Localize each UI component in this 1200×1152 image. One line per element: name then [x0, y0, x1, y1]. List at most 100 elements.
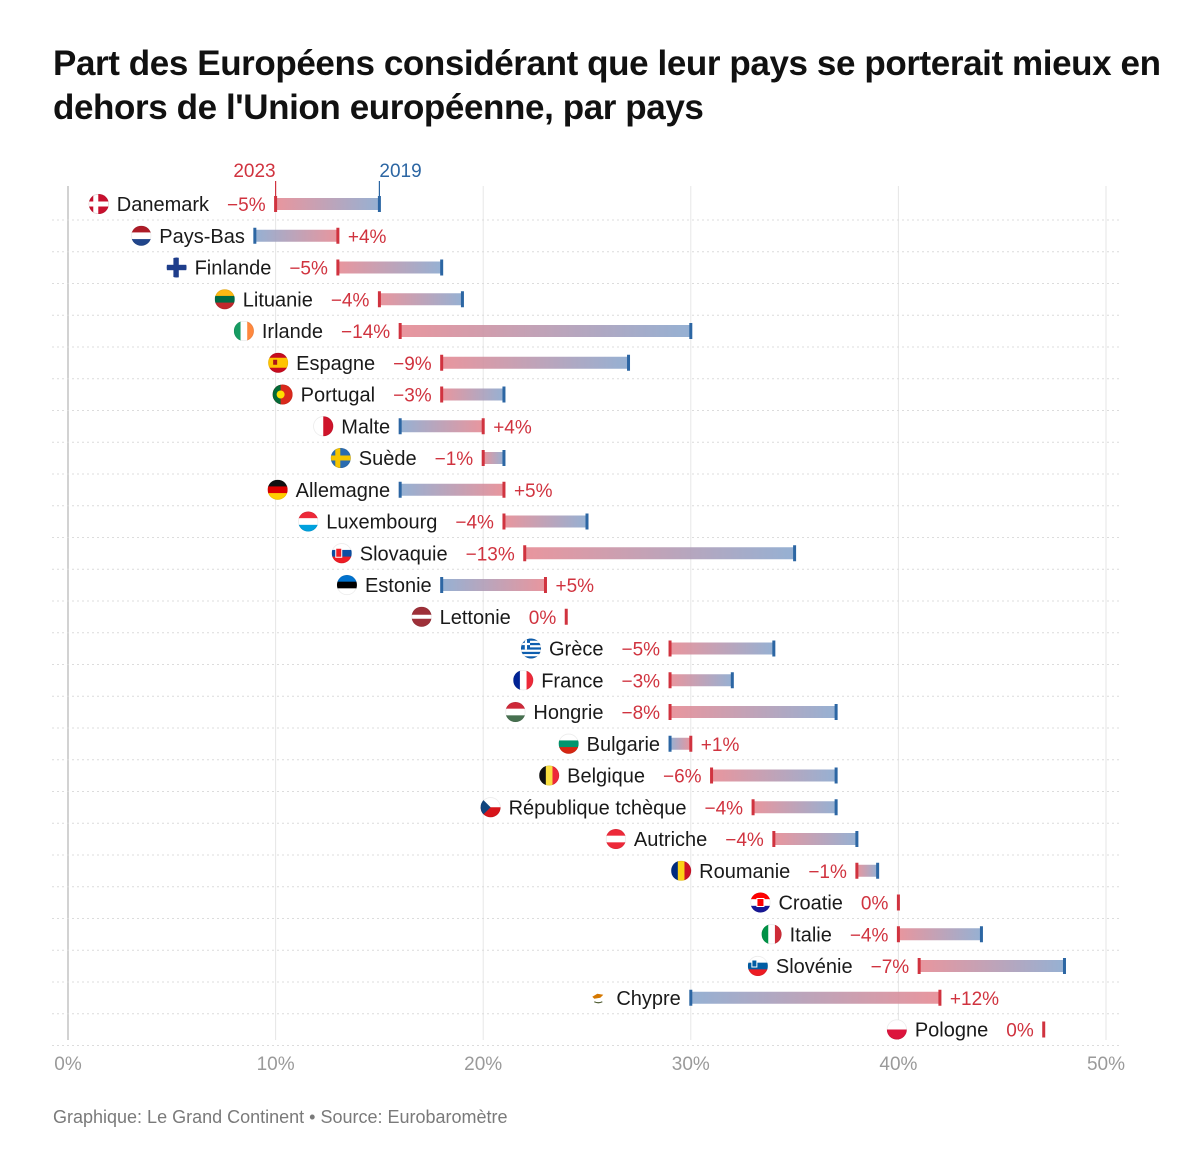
country-label: Grèce: [549, 639, 603, 661]
czech-flag-icon: [480, 797, 501, 818]
hungary-flag-icon: [505, 701, 526, 723]
range-bar: [441, 356, 629, 369]
change-label: 0%: [529, 608, 557, 629]
marker-2019: [876, 862, 880, 879]
change-label: −4%: [331, 290, 370, 311]
country-label: Pologne: [915, 1020, 988, 1042]
change-label: −3%: [621, 671, 660, 692]
marker-2019: [585, 513, 589, 530]
marker-2019: [377, 196, 381, 212]
change-label: −5%: [621, 640, 660, 661]
marker-2023: [502, 481, 506, 498]
country-label: Irlande: [262, 321, 323, 343]
marker-2023: [398, 323, 402, 339]
marker-2023: [668, 640, 672, 657]
x-tick-label: 0%: [54, 1054, 82, 1075]
marker-2019: [834, 767, 838, 784]
row-bulgarie: +1% Bulgarie: [558, 733, 739, 756]
x-tick-label: 20%: [464, 1054, 502, 1075]
change-label: −4%: [850, 925, 889, 946]
row-luxembourg: −4% Luxembourg: [298, 511, 589, 534]
marker-2023: [855, 862, 859, 879]
range-bar: [670, 706, 837, 718]
row-finlande: −5% Finlande: [166, 257, 444, 280]
germany-flag-icon: [267, 479, 288, 500]
row-chypre: +12% Chypre: [588, 987, 999, 1010]
change-label: −5%: [289, 259, 328, 280]
range-bar: [337, 261, 442, 274]
marker-2019: [979, 926, 983, 943]
marker-2023: [564, 608, 568, 625]
country-label: Danemark: [117, 194, 210, 216]
marker-2023: [502, 513, 506, 530]
marker-2023: [710, 767, 714, 784]
country-label: Malte: [341, 416, 390, 438]
marker-2019: [440, 259, 444, 276]
range-bar: [670, 642, 774, 655]
row-espagne: −9% Espagne: [268, 352, 631, 375]
marker-2019: [855, 831, 859, 847]
x-tick-label: 40%: [879, 1054, 917, 1075]
dumbbell-chart: −5% Danemark +4% Pays-Bas −5% Finlande −4% Litu…: [52, 161, 1125, 1075]
country-label: Roumanie: [699, 861, 790, 883]
marker-2019: [502, 450, 506, 466]
country-label: Chypre: [616, 988, 680, 1010]
change-label: −1%: [435, 449, 474, 470]
marker-2023: [274, 196, 278, 212]
marker-2023: [938, 989, 942, 1006]
marker-2019: [253, 227, 257, 244]
row-grèce: −5% Grèce: [520, 638, 776, 661]
country-label: Belgique: [567, 766, 645, 788]
series-headers: 2023 2019: [233, 161, 422, 196]
country-label: Estonie: [365, 575, 432, 597]
malta-flag-icon: [313, 416, 334, 437]
country-label: Espagne: [296, 353, 375, 375]
marker-2023: [440, 386, 444, 403]
chart-rows: −5% Danemark +4% Pays-Bas −5% Finlande −4% Litu…: [88, 193, 1066, 1042]
marker-2023: [481, 418, 485, 435]
marker-2019: [627, 354, 631, 371]
change-label: 0%: [1006, 1021, 1034, 1042]
portugal-flag-icon: [272, 384, 293, 405]
marker-2023: [481, 450, 485, 466]
france-flag-icon: [513, 670, 534, 691]
marker-2023: [440, 354, 444, 371]
marker-2019: [730, 672, 734, 689]
x-axis: 0% 10% 20% 30% 40% 50%: [54, 1054, 1125, 1075]
marker-2019: [772, 640, 776, 657]
sweden-flag-icon: [330, 447, 351, 469]
country-label: Autriche: [634, 829, 707, 851]
range-bar: [503, 515, 587, 528]
change-label: −1%: [808, 862, 847, 883]
range-bar: [856, 864, 878, 877]
marker-2019: [793, 545, 797, 562]
row-irlande: −14% Irlande: [233, 320, 693, 343]
range-bar: [275, 198, 380, 210]
marker-2023: [543, 577, 547, 593]
chart-title: Part des Européens considérant que leur …: [53, 44, 1161, 127]
finland-flag-icon: [166, 257, 187, 278]
range-bar: [441, 388, 504, 401]
change-label: −6%: [663, 767, 702, 788]
row-slovénie: −7% Slovénie: [747, 955, 1066, 978]
row-slovaquie: −13% Slovaquie: [331, 543, 797, 565]
row-lituanie: −4% Lituanie: [214, 289, 464, 311]
change-label: +5%: [514, 481, 553, 502]
marker-2023: [668, 672, 672, 689]
range-bar: [379, 293, 463, 306]
change-label: +4%: [493, 417, 532, 438]
row-hongrie: −8% Hongrie: [505, 701, 838, 724]
row-lettonie: 0% Lettonie: [411, 606, 568, 629]
country-label: Croatie: [778, 893, 842, 915]
row-pologne: 0% Pologne: [886, 1019, 1046, 1042]
marker-2019: [689, 323, 693, 339]
range-bar: [898, 928, 982, 941]
change-label: +4%: [348, 227, 387, 248]
denmark-flag-icon: [88, 193, 109, 215]
country-label: Italie: [790, 924, 832, 946]
ireland-flag-icon: [233, 320, 254, 342]
row-portugal: −3% Portugal: [272, 384, 506, 407]
change-label: −4%: [725, 830, 764, 851]
country-label: République tchèque: [509, 797, 687, 819]
cyprus-flag-icon: [588, 987, 609, 1008]
